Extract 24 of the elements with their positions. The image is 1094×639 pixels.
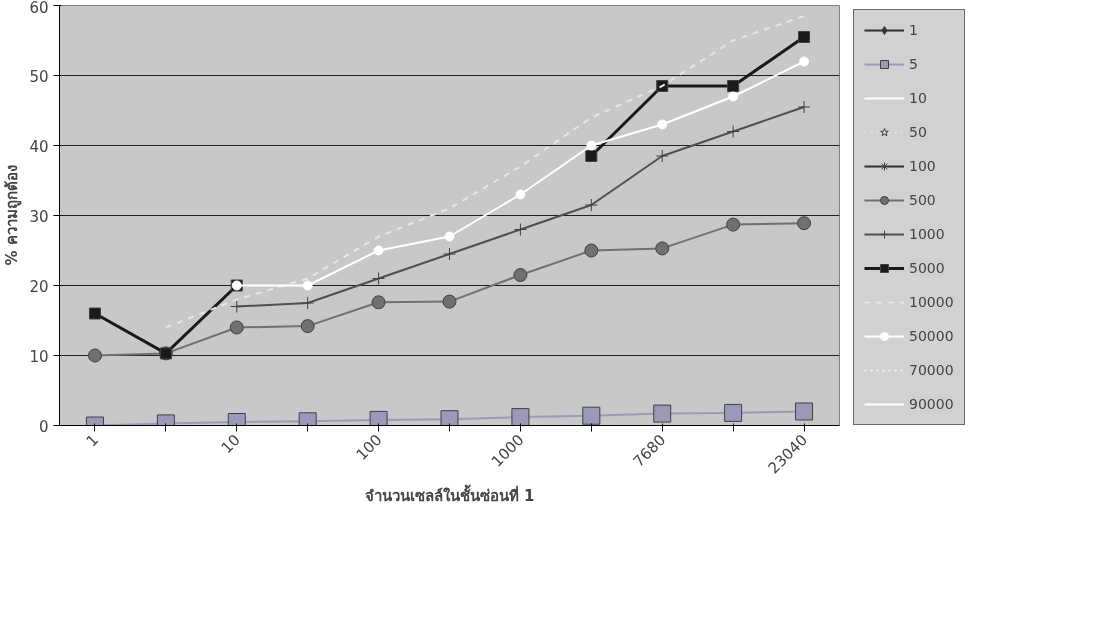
y-tick-label: 0 xyxy=(38,417,49,436)
y-tick-label: 30 xyxy=(29,207,49,226)
legend-label: 90000 xyxy=(909,396,954,412)
x-tick-label: 10 xyxy=(217,430,244,458)
legend-label: 10000 xyxy=(909,294,954,310)
legend-label: 100 xyxy=(909,158,936,174)
legend-label: 70000 xyxy=(909,362,954,378)
y-tick-label: 20 xyxy=(29,277,49,296)
legend-label: 50 xyxy=(909,124,928,140)
y-tick-label: 10 xyxy=(29,347,49,366)
legend-label: 1000 xyxy=(909,226,945,242)
legend-label: 1 xyxy=(909,22,919,38)
legend-label: 10 xyxy=(909,90,928,106)
y-tick-label: 60 xyxy=(29,0,49,17)
legend-label: 5000 xyxy=(909,260,945,276)
legend-label: 50000 xyxy=(909,328,954,344)
x-axis-title: จำนวนเซลล์ในชั้นซ่อนที่ 1 xyxy=(364,483,535,505)
y-tick-label: 40 xyxy=(29,137,49,156)
legend-label: 5 xyxy=(909,56,919,72)
x-tick-label: 100 xyxy=(352,430,386,464)
x-tick-label: 1 xyxy=(82,430,103,451)
y-tick-label: 50 xyxy=(29,67,49,86)
y-axis-title: % ความถูกต้อง xyxy=(3,165,23,266)
legend-label: 500 xyxy=(909,192,936,208)
